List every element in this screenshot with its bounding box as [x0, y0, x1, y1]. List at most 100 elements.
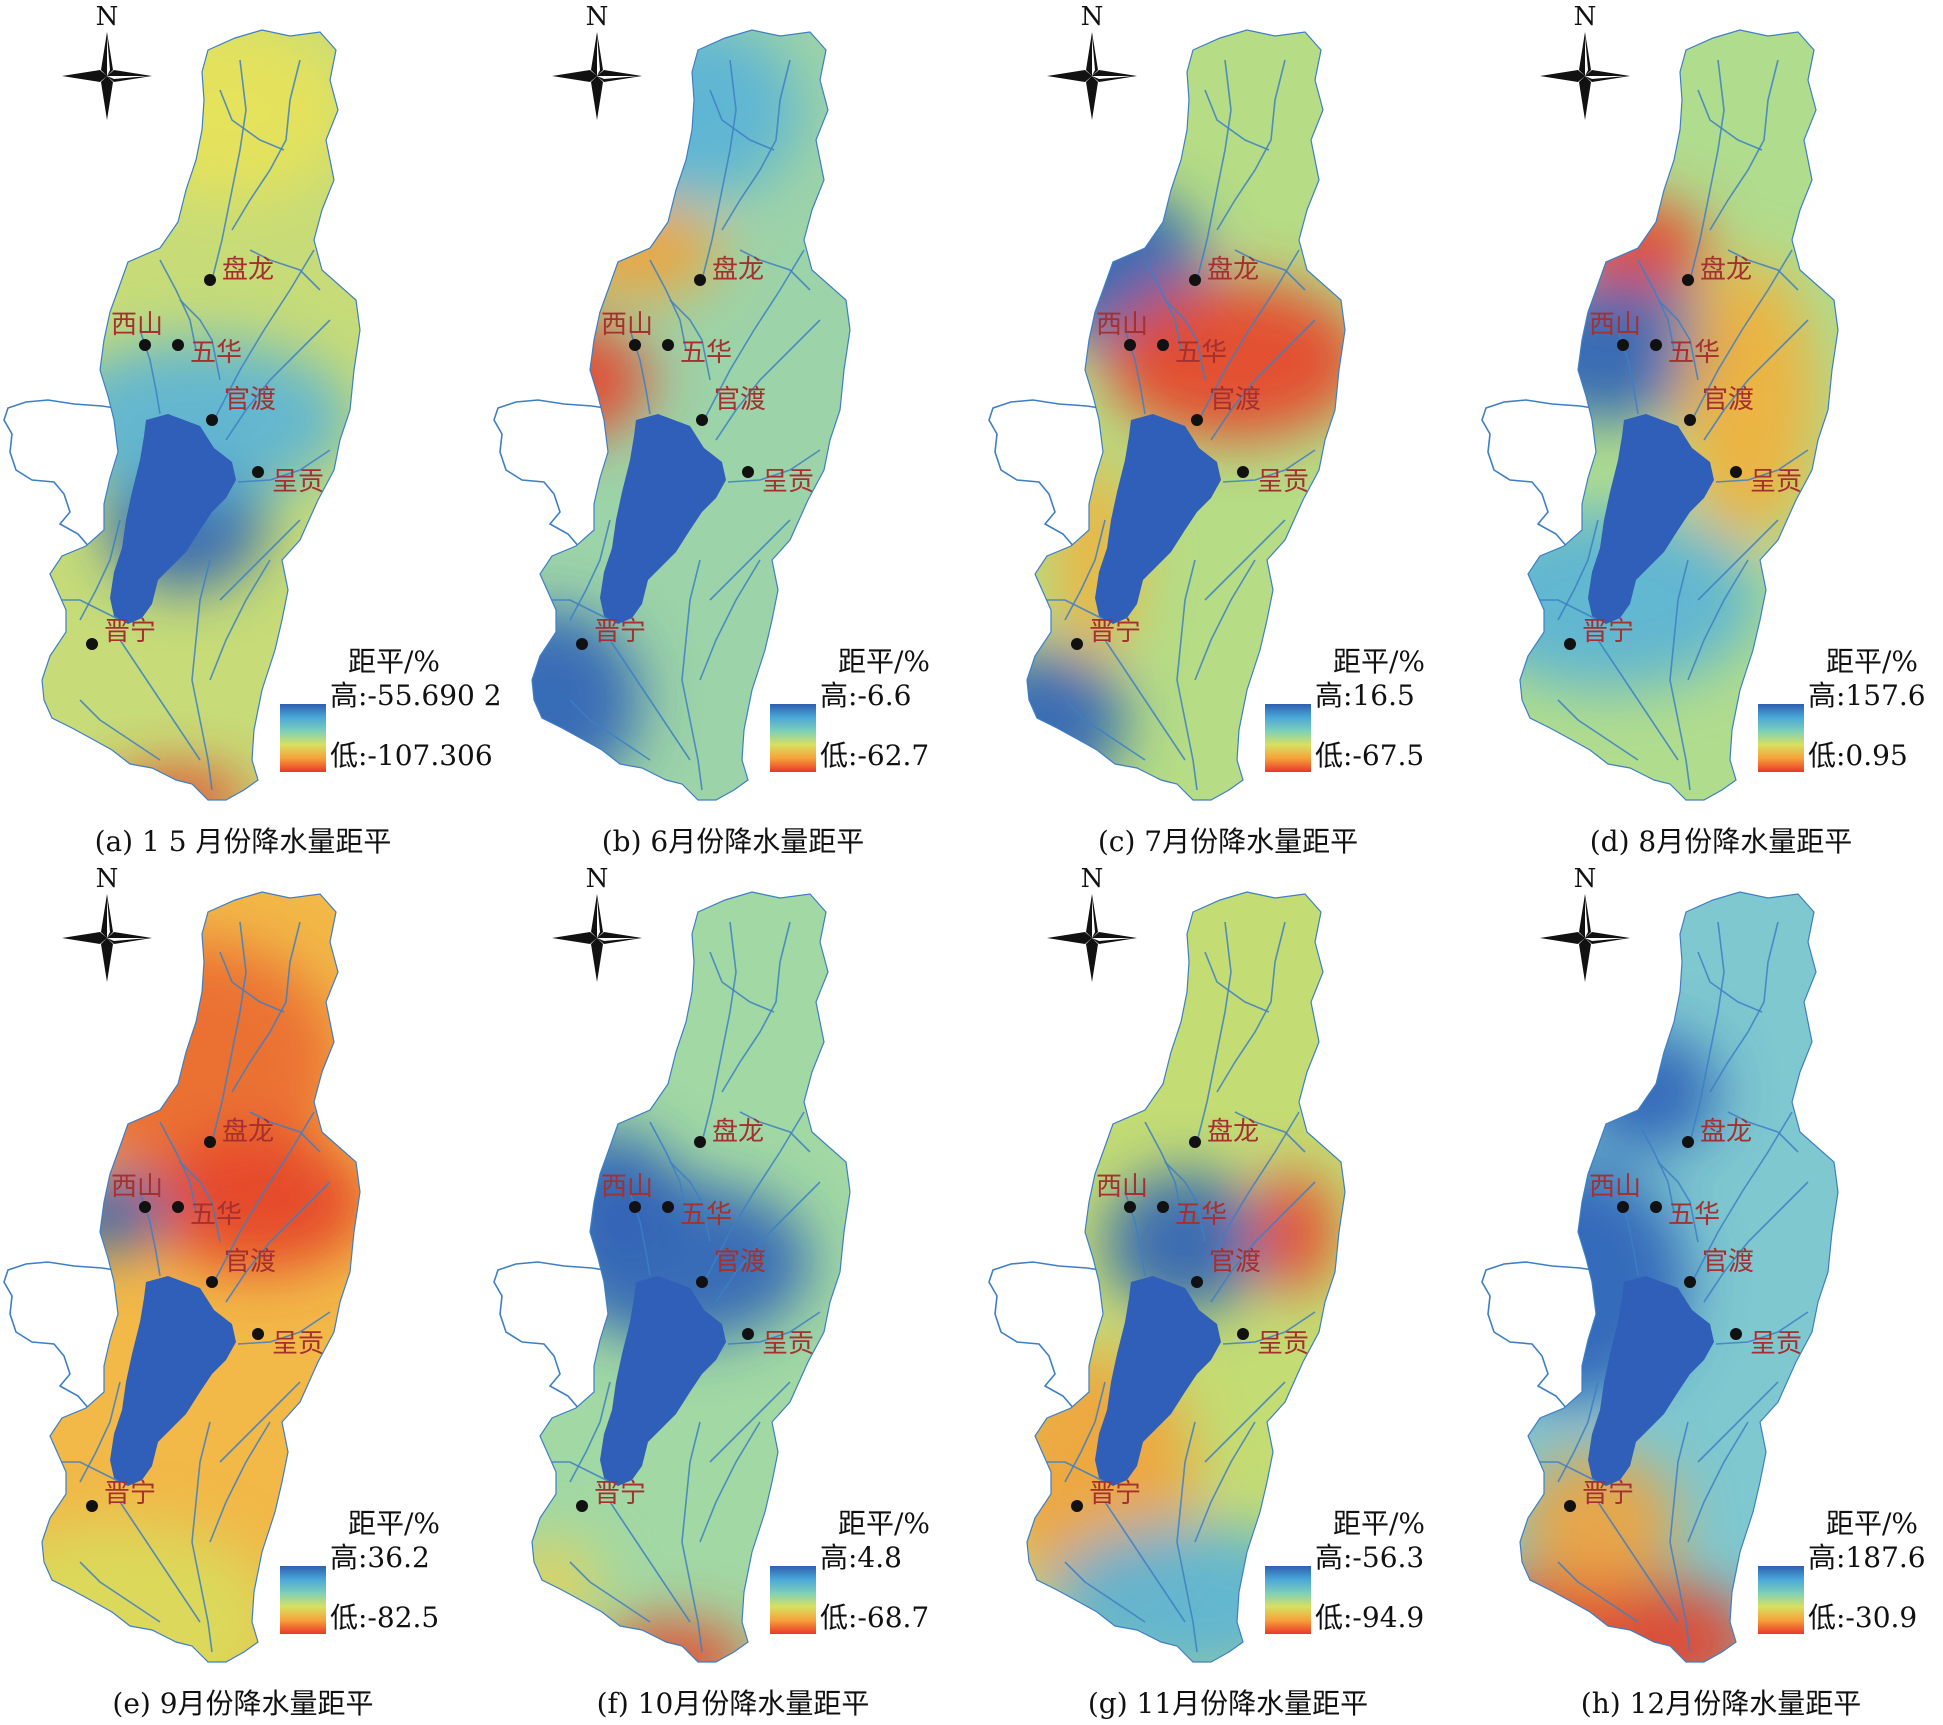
station-dot [252, 1328, 264, 1340]
color-ramp [1265, 704, 1311, 772]
river [739, 1111, 811, 1153]
compass-icon [1540, 32, 1630, 120]
station-label: 晋宁 [1089, 617, 1141, 647]
river [1657, 1161, 1699, 1243]
station-dot [694, 1136, 706, 1148]
river [709, 89, 775, 151]
legend-high: 高:157.6 [1808, 679, 1926, 712]
river [1697, 89, 1763, 151]
anomaly-zone [532, 1542, 600, 1622]
station-label: 五华 [1175, 338, 1227, 368]
dianchi-lake [110, 1276, 236, 1486]
river [1204, 1381, 1286, 1463]
river [159, 259, 197, 351]
compass-icon [552, 32, 642, 120]
north-arrow: N [1047, 2, 1137, 120]
compass-icon [1047, 894, 1137, 982]
station-dot [696, 414, 708, 426]
station-label: 五华 [1668, 338, 1720, 368]
station-dot [1617, 339, 1629, 351]
station-dot [1124, 339, 1136, 351]
river [609, 1501, 691, 1623]
color-ramp [770, 1566, 816, 1634]
dianchi-lake [600, 414, 726, 624]
river [1196, 59, 1232, 281]
river [609, 639, 691, 761]
anomaly-zone [532, 610, 640, 790]
station-label: 西山 [601, 310, 653, 340]
station-dot [1730, 466, 1742, 478]
river [1144, 259, 1182, 351]
anomaly-zone [1105, 1172, 1265, 1312]
river [739, 249, 811, 291]
river [1669, 1421, 1691, 1653]
river [1691, 1111, 1793, 1283]
station-label: 呈贡 [272, 467, 324, 497]
legend-title: 距平/% [1333, 1507, 1426, 1540]
north-letter: N [1080, 864, 1104, 894]
river [1144, 1121, 1182, 1213]
river [1234, 1111, 1306, 1153]
station-dot [662, 1201, 674, 1213]
color-ramp [280, 704, 326, 772]
river [1557, 519, 1599, 621]
station-dot [1191, 414, 1203, 426]
river [709, 519, 791, 601]
river [703, 1111, 805, 1283]
station-label: 晋宁 [1582, 1479, 1634, 1509]
river [1216, 59, 1286, 231]
panel-caption: (f) 10月份降水量距平 [596, 1687, 870, 1720]
legend-high: 高:-55.690 2 [330, 679, 502, 712]
river [1064, 1561, 1146, 1623]
river [209, 1421, 271, 1543]
river [211, 59, 247, 281]
river [119, 1501, 201, 1623]
outflow-river [493, 1261, 619, 1411]
compass-icon [1047, 32, 1137, 120]
legend-high: 高:4.8 [820, 1541, 902, 1574]
station-dot [204, 274, 216, 286]
station-dot [1650, 339, 1662, 351]
station-label: 五华 [1668, 1200, 1720, 1230]
river [219, 519, 301, 601]
outflow-river [3, 1261, 129, 1411]
river [79, 1561, 161, 1623]
outflow-river [1481, 399, 1607, 549]
station-dot [662, 339, 674, 351]
north-letter: N [1573, 2, 1597, 32]
legend: 距平/% 高:16.5 低:-67.5 [1263, 640, 1463, 780]
river [1176, 559, 1198, 791]
legend-high: 高:187.6 [1808, 1541, 1926, 1574]
color-ramp [1758, 704, 1804, 772]
river [1637, 259, 1675, 351]
river [569, 1381, 611, 1483]
outflow-river [493, 399, 619, 549]
station-dot [139, 339, 151, 351]
station-dot [1124, 1201, 1136, 1213]
panel-caption: (e) 9月份降水量距平 [112, 1687, 374, 1720]
basin-boundary [531, 29, 851, 801]
river [1557, 1381, 1599, 1483]
station-dot [1684, 414, 1696, 426]
station-dot [172, 1201, 184, 1213]
river [1669, 559, 1691, 791]
north-arrow: N [552, 864, 642, 982]
river [1709, 921, 1779, 1093]
station-label: 官渡 [224, 1247, 276, 1277]
station-label: 呈贡 [1750, 467, 1802, 497]
legend-low: 低:-94.9 [1315, 1601, 1425, 1634]
river [1164, 299, 1206, 381]
dianchi-lake [110, 414, 236, 624]
river [159, 1121, 197, 1213]
station-label: 五华 [680, 1200, 732, 1230]
river [569, 699, 651, 761]
river [727, 1311, 821, 1345]
basin-boundary [1519, 29, 1839, 801]
station-label: 五华 [190, 338, 242, 368]
legend-low: 低:-82.5 [330, 1601, 440, 1634]
legend-low: 低:-107.306 [330, 739, 493, 772]
station-label: 官渡 [1209, 1247, 1261, 1277]
station-label: 官渡 [714, 1247, 766, 1277]
